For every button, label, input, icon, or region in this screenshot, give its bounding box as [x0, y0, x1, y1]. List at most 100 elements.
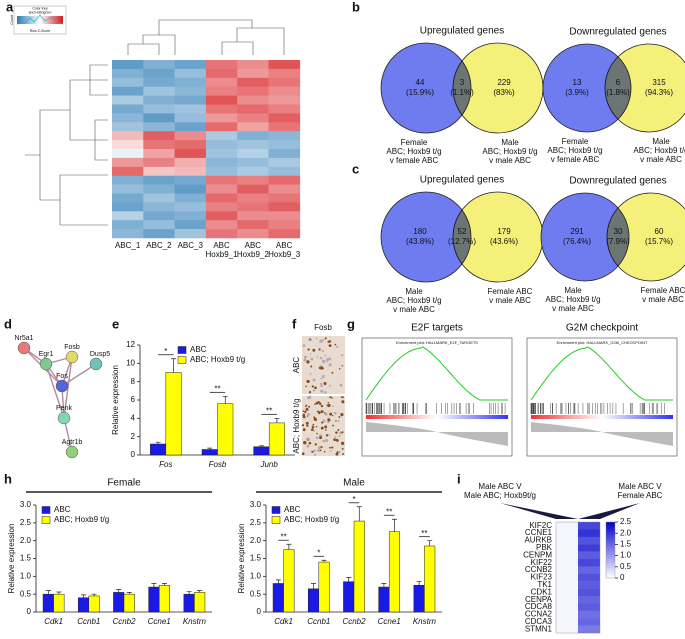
color-key-title: Color Key: [32, 6, 48, 10]
ihc-stain: [315, 337, 318, 340]
network-node: [17, 341, 31, 355]
venn-percent: (12.7%): [448, 237, 476, 246]
ihc-stain: [305, 421, 309, 425]
ihc-stain: [338, 416, 341, 418]
gene-label: CDCA3: [525, 617, 553, 626]
venn-set-label: ABC; Hoxb9 t/g: [386, 147, 441, 156]
heatmap-cell: [112, 113, 144, 123]
bar: [253, 446, 270, 456]
column-label: Hoxb9_1: [206, 250, 239, 259]
heatmap-cell: [112, 77, 144, 87]
ihc-stain: [309, 372, 312, 375]
node-label: Agtr1b: [62, 439, 83, 446]
significance-label: **: [421, 529, 427, 538]
heatmap-cell: [112, 220, 144, 230]
ihc-stain: [324, 337, 327, 340]
legend-label: ABC; Hoxb9 t/g: [190, 355, 245, 364]
error-bar: [346, 577, 352, 582]
ihc-stain: [335, 420, 337, 422]
ihc-stain: [314, 443, 317, 446]
heatmap-cell: [112, 95, 144, 105]
venn-set-label: v female ABC: [390, 156, 439, 165]
bar: [353, 520, 365, 613]
heatmap-cell: [578, 610, 600, 619]
venn-count: 44: [416, 78, 425, 87]
bar: [272, 583, 284, 613]
ihc-stain: [340, 441, 345, 445]
ihc-stain: [302, 413, 306, 417]
venn-set-label: Female: [401, 138, 428, 147]
venn-set-label: ABC; Hoxb9 t/g: [547, 146, 602, 155]
error-bar: [207, 447, 213, 450]
heatmap-cell: [556, 536, 578, 545]
ihc-stain: [329, 384, 332, 387]
heatmap-cell: [205, 175, 238, 185]
ihc-stain: [335, 438, 339, 442]
heatmap-cell: [112, 202, 144, 212]
heatmap-cell: [112, 131, 144, 141]
y-tick-label: 4: [131, 413, 136, 422]
legend-swatch: [271, 506, 281, 514]
ihc-stain: [331, 371, 334, 374]
error-bar: [321, 559, 327, 563]
ihc-stain: [313, 430, 316, 432]
bar: [53, 593, 65, 613]
heatmap-cell: [143, 60, 175, 70]
network-edge: [45, 363, 65, 419]
ihc-stain: [340, 413, 344, 417]
heatmap-cell: [578, 529, 600, 537]
error-bar: [171, 358, 177, 373]
venn-percent: (76.4%): [563, 237, 591, 246]
y-axis-label: Relative expression: [237, 524, 246, 594]
heatmap-cell: [268, 175, 301, 185]
ihc-stain: [314, 454, 316, 456]
venn-count: 13: [573, 78, 582, 87]
ihc-stain: [337, 429, 340, 432]
heatmap-cell: [143, 77, 175, 87]
heatmap-cell: [578, 581, 600, 589]
venn-percent: (94.3%): [645, 88, 673, 97]
heatmap-cell: [237, 77, 269, 87]
ihc-stain: [327, 403, 331, 408]
heatmap-cell: [112, 122, 144, 132]
venn-right: [606, 192, 685, 282]
y-tick-label: 0: [257, 607, 262, 616]
ihc-stain: [331, 446, 334, 449]
chart-title: Male: [343, 478, 365, 489]
heatmap-cell: [268, 86, 301, 96]
ihc-stain: [326, 360, 328, 363]
error-bar: [427, 540, 433, 547]
venn-count: 52: [458, 227, 467, 236]
column-header: Male ABC V: [618, 482, 662, 491]
venn-set-label: v male ABC: [640, 155, 682, 164]
venn-percent: (15.9%): [406, 88, 434, 97]
ihc-stain: [328, 344, 332, 348]
venn-count: 179: [497, 227, 511, 236]
venn-title: Upregulated genes: [420, 175, 505, 186]
heatmap-cell: [174, 68, 207, 79]
heatmap-cell: [174, 77, 207, 87]
panel-letter: g: [347, 316, 355, 331]
network-edge: [61, 363, 97, 387]
heatmap-cell: [268, 202, 301, 212]
enrichment-curve: [530, 346, 673, 401]
heatmap-cell: [237, 166, 269, 176]
ihc-stain: [324, 391, 327, 394]
heatmap-cell: [143, 95, 175, 105]
heatmap-cell: [556, 529, 578, 537]
image-row-label: ABC; Hoxb9 t/g: [292, 398, 301, 453]
panel-letter: e: [112, 316, 119, 331]
bar: [113, 592, 125, 613]
ihc-stain: [321, 349, 324, 353]
ihc-stain: [307, 437, 310, 441]
heatmap-cell: [143, 184, 175, 194]
significance-label: *: [352, 495, 355, 504]
x-tick-label: Knstrn: [413, 617, 437, 626]
heatmap-cell: [578, 625, 600, 634]
ihc-stain: [301, 452, 305, 456]
ihc-stain: [312, 449, 316, 453]
venn-set-label: v male ABC: [552, 304, 594, 313]
column-label: Hoxb9_2: [237, 250, 270, 259]
gene-label: STMN1: [525, 624, 553, 633]
